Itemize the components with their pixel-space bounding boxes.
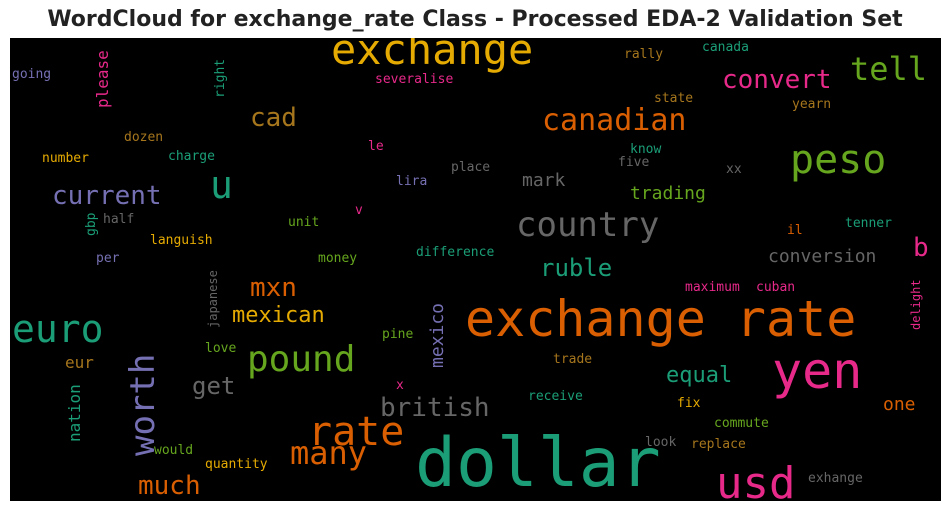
word-cuban: cuban: [756, 280, 795, 295]
word-u: u: [210, 163, 233, 207]
word-convert: convert: [722, 65, 832, 95]
word-yen: yen: [772, 342, 862, 400]
word-exchange-rate: exchange rate: [465, 290, 856, 348]
word-love: love: [205, 341, 236, 356]
word-country: country: [516, 205, 659, 245]
word-il: il: [787, 223, 803, 238]
word-peso: peso: [790, 137, 886, 183]
word-mexican: mexican: [232, 303, 325, 328]
word-place: place: [451, 160, 490, 175]
word-v: v: [355, 203, 363, 218]
word-current: current: [52, 181, 162, 211]
word-tell: tell: [850, 50, 927, 88]
word-severalise: severalise: [375, 72, 453, 87]
word-japanese: japanese: [206, 270, 220, 328]
word-much: much: [138, 471, 201, 501]
word-delight: delight: [909, 279, 923, 330]
word-le: le: [368, 139, 384, 154]
word-conversion: conversion: [768, 246, 876, 267]
word-usd: usd: [716, 458, 795, 501]
word-rate: rate: [308, 409, 404, 455]
word-languish: languish: [150, 233, 213, 248]
word-equal: equal: [666, 363, 732, 388]
word-replace: replace: [691, 437, 746, 452]
word-number: number: [42, 151, 89, 166]
word-commute: commute: [714, 416, 769, 431]
word-look: look: [645, 435, 676, 450]
word-mexico: mexico: [427, 303, 448, 368]
word-receive: receive: [528, 389, 583, 404]
word-ruble: ruble: [540, 254, 612, 282]
word-rally: rally: [624, 47, 663, 62]
word-half: half: [103, 212, 134, 227]
word-worth: worth: [123, 354, 163, 456]
word-trading: trading: [630, 183, 706, 204]
word-pine: pine: [382, 327, 413, 342]
wordcloud-background: [10, 38, 941, 501]
word-going: going: [12, 67, 51, 82]
word-dollar: dollar: [415, 424, 661, 501]
word-know: know: [630, 142, 661, 157]
word-gbp: gbp: [84, 212, 99, 236]
word-dozen: dozen: [124, 130, 163, 145]
word-xx: xx: [726, 162, 742, 177]
word-b: b: [913, 233, 929, 263]
word-euro: euro: [12, 307, 104, 351]
wordcloud-canvas: dollar exchange rate exchange yen peso euro us…: [10, 38, 941, 501]
word-quantity: quantity: [205, 457, 268, 472]
word-eur: eur: [65, 353, 94, 372]
word-pound: pound: [247, 339, 355, 380]
word-money: money: [318, 251, 357, 266]
word-maximum: maximum: [685, 280, 740, 295]
word-exhange: exhange: [808, 471, 863, 486]
word-nation: nation: [65, 384, 84, 442]
word-charge: charge: [168, 149, 215, 164]
word-british: british: [380, 393, 490, 423]
word-x: x: [396, 378, 404, 393]
chart-title: WordCloud for exchange_rate Class - Proc…: [47, 7, 903, 32]
word-tenner: tenner: [845, 216, 892, 231]
word-yearn: yearn: [792, 97, 831, 112]
word-fix: fix: [677, 396, 701, 411]
word-cad: cad: [250, 103, 297, 133]
word-one: one: [883, 394, 916, 415]
word-please: please: [93, 50, 112, 108]
word-per: per: [96, 251, 120, 266]
word-canadian: canadian: [542, 103, 687, 138]
word-right: right: [213, 59, 228, 98]
word-unit: unit: [288, 215, 319, 230]
word-get: get: [192, 372, 235, 400]
word-many: many: [290, 434, 367, 472]
word-difference: difference: [416, 245, 494, 260]
word-exchange: exchange: [331, 38, 533, 74]
word-canada: canada: [702, 40, 749, 55]
word-mark: mark: [522, 170, 566, 191]
word-would: would: [154, 443, 193, 458]
word-five: five: [618, 155, 649, 170]
word-lira: lira: [396, 174, 427, 189]
word-state: state: [654, 91, 693, 106]
word-mxn: mxn: [250, 273, 297, 303]
word-trade: trade: [553, 352, 592, 367]
